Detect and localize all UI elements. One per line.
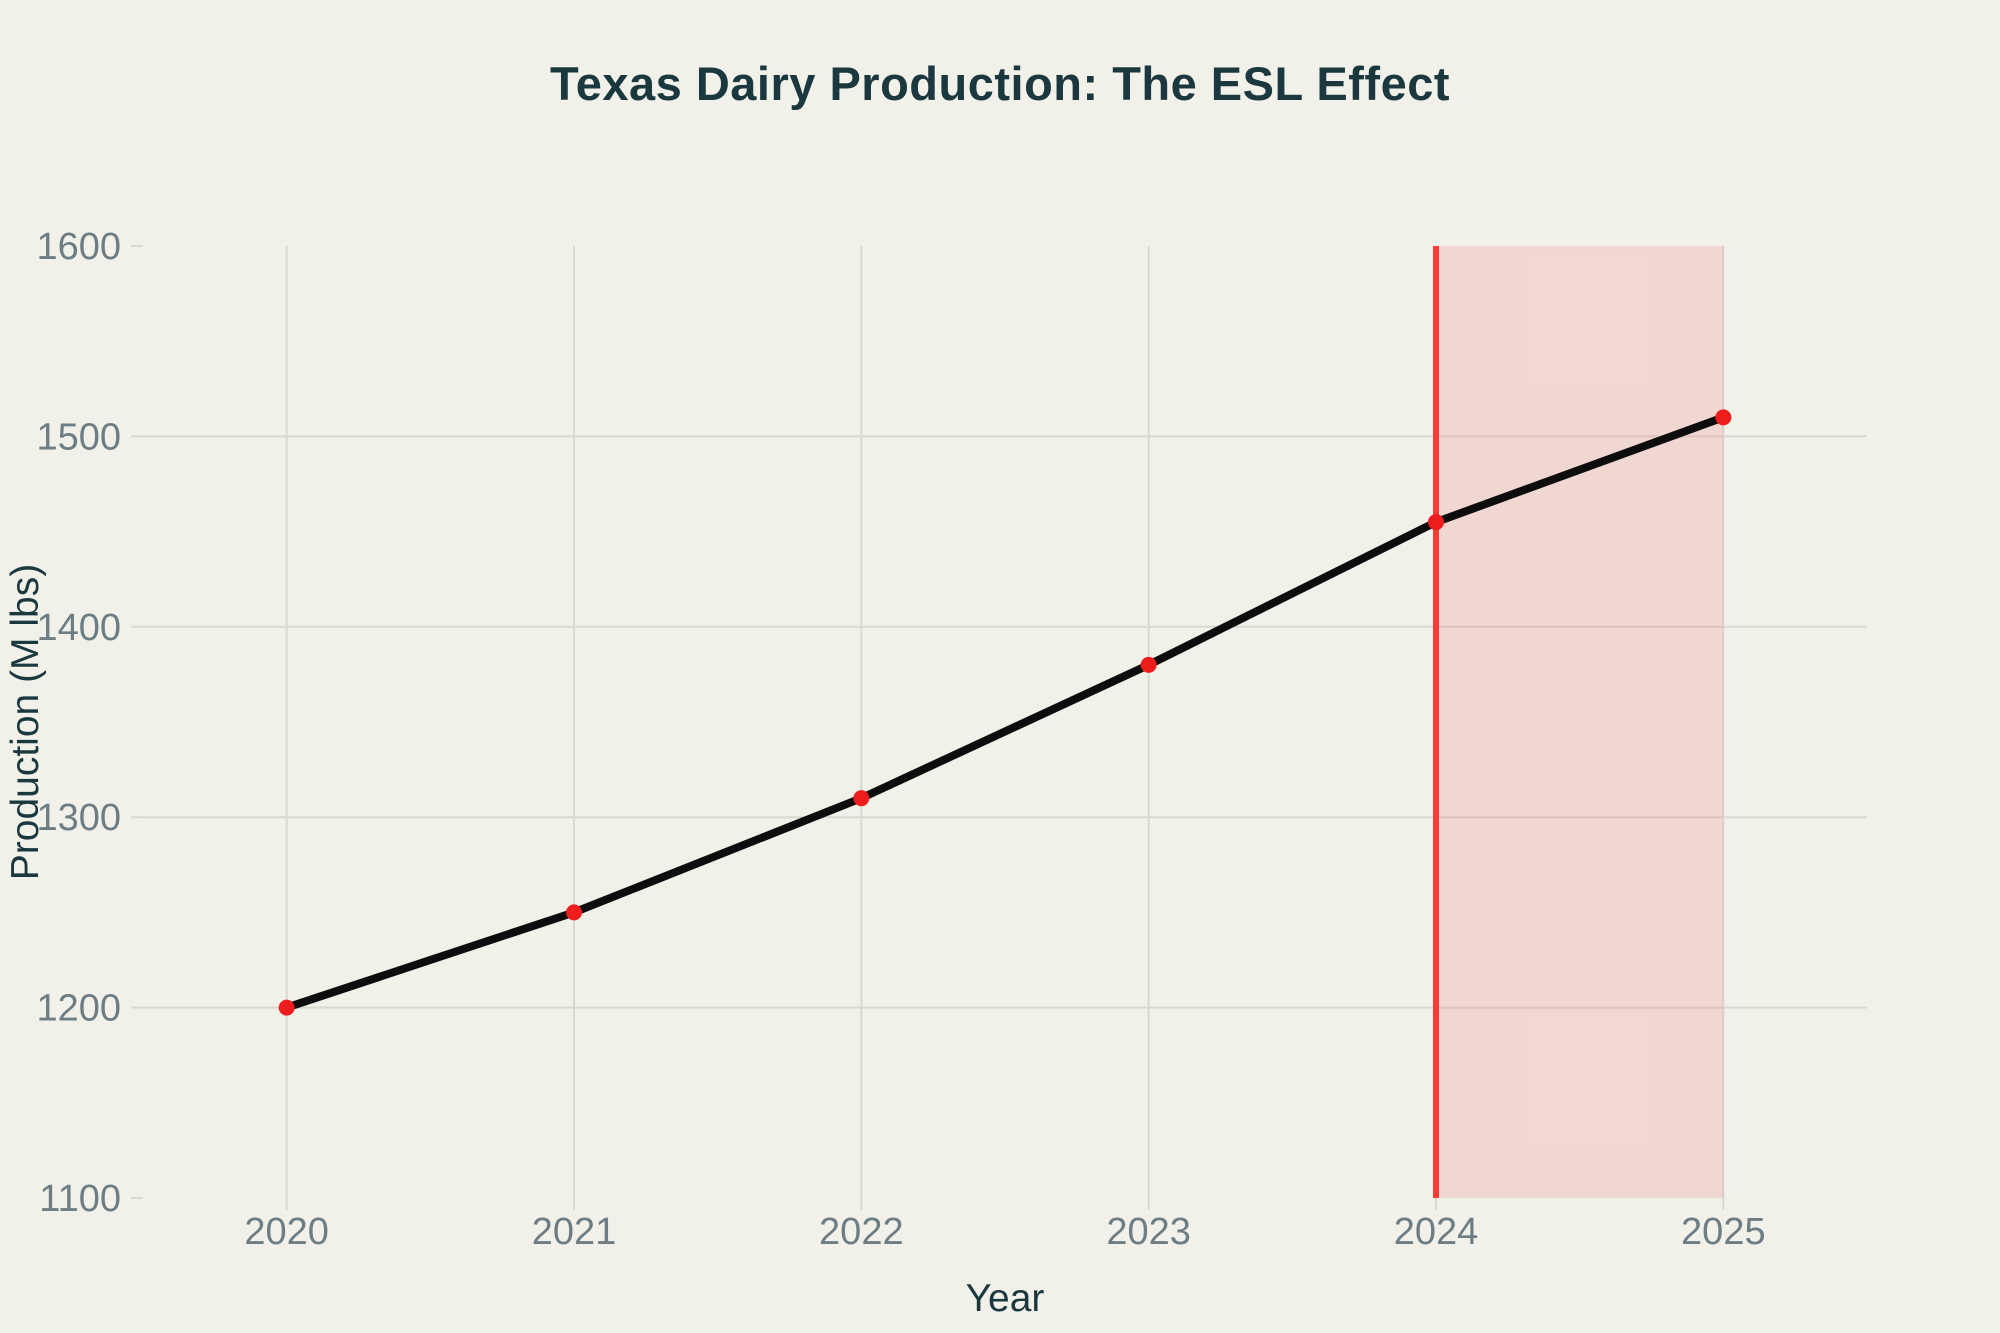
x-tick-label: 2022	[819, 1211, 904, 1253]
y-tick-label: 1400	[36, 607, 121, 649]
data-point-2020	[278, 999, 295, 1016]
x-tick-label: 2024	[1394, 1211, 1479, 1253]
x-tick-label: 2020	[244, 1211, 329, 1253]
esl-shaded-region	[1436, 246, 1724, 1198]
y-tick-label: 1500	[36, 416, 121, 458]
production-line	[282, 413, 1728, 1012]
data-point-2023	[1140, 656, 1157, 673]
y-tick-label: 1200	[36, 988, 121, 1030]
data-point-2021	[566, 904, 582, 921]
chart-title: Texas Dairy Production: The ESL Effect	[549, 57, 1451, 110]
data-point-2024	[1428, 514, 1444, 531]
x-tick-label: 2021	[532, 1211, 617, 1253]
x-tick-label: 2025	[1681, 1211, 1766, 1253]
x-axis-title: Year	[965, 1277, 1045, 1320]
y-tick-label: 1300	[36, 797, 121, 839]
data-point-2025	[1715, 409, 1732, 426]
y-tick-label: 1100	[39, 1178, 121, 1220]
data-point-2022	[853, 790, 870, 807]
y-tick-label: 1600	[36, 226, 121, 268]
x-tick-label: 2023	[1106, 1211, 1191, 1253]
